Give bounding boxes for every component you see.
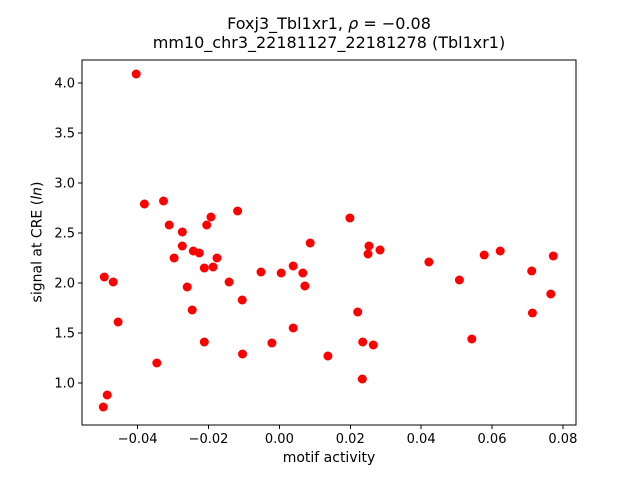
- data-point: [479, 250, 489, 260]
- y-axis-label-ln: ln: [29, 187, 46, 200]
- data-point: [159, 196, 168, 206]
- data-point: [495, 246, 505, 256]
- x-tick-label: −0.04: [118, 432, 158, 447]
- chart-title: Foxj3_Tbl1xr1, ρ = −0.08 mm10_chr3_22181…: [82, 14, 576, 52]
- title-rho-symbol: ρ: [348, 14, 359, 33]
- data-point: [212, 253, 222, 263]
- y-tick-label: 3.0: [54, 177, 75, 192]
- data-point: [238, 349, 247, 359]
- x-tick-label: 0.00: [265, 432, 294, 447]
- data-point: [345, 213, 355, 223]
- data-point: [527, 308, 537, 318]
- data-point: [199, 263, 209, 273]
- data-point: [305, 238, 315, 248]
- data-point: [353, 307, 363, 317]
- data-point: [108, 277, 118, 287]
- y-tick-label: 4.0: [54, 77, 75, 92]
- data-point: [206, 212, 216, 222]
- x-tick-label: 0.06: [478, 432, 507, 447]
- data-point: [527, 266, 537, 276]
- data-point: [288, 261, 298, 271]
- data-point: [177, 227, 187, 237]
- data-point: [454, 275, 464, 285]
- data-point: [199, 337, 209, 347]
- data-point: [467, 334, 477, 344]
- data-point: [368, 340, 378, 350]
- x-axis-label: motif activity: [282, 450, 376, 466]
- data-point: [182, 282, 192, 292]
- y-tick-label: 1.5: [54, 327, 75, 342]
- data-point: [169, 253, 179, 263]
- title-gene-pair: Foxj3_Tbl1xr1,: [227, 14, 349, 33]
- y-tick-label: 2.0: [54, 277, 75, 292]
- data-point: [358, 337, 368, 347]
- data-point: [98, 402, 108, 412]
- data-point: [187, 305, 197, 315]
- x-tick-label: 0.08: [548, 432, 577, 447]
- y-tick-label: 2.5: [54, 227, 75, 242]
- y-axis-label: signal at CRE (ln): [30, 60, 48, 425]
- data-point: [424, 257, 434, 267]
- title-rho-value: = −0.08: [358, 14, 431, 33]
- data-point: [364, 241, 374, 251]
- data-point: [288, 323, 298, 333]
- data-point: [267, 338, 277, 348]
- data-point: [357, 374, 367, 384]
- data-point: [546, 289, 556, 299]
- data-point: [300, 281, 310, 291]
- data-point: [298, 268, 308, 278]
- data-point: [237, 295, 247, 305]
- data-point: [152, 358, 162, 368]
- data-point: [363, 249, 373, 259]
- y-axis-label-paren: ): [29, 181, 46, 188]
- data-point: [375, 245, 385, 255]
- data-point: [139, 199, 149, 209]
- data-point: [177, 241, 187, 251]
- data-point: [113, 317, 123, 327]
- data-point: [233, 206, 243, 216]
- data-point: [194, 248, 204, 258]
- data-point: [548, 251, 558, 261]
- data-point: [202, 220, 212, 230]
- x-tick-label: 0.02: [336, 432, 365, 447]
- title-line2: mm10_chr3_22181127_22181278 (Tbl1xr1): [152, 33, 506, 52]
- data-point: [131, 69, 141, 79]
- title-line1: Foxj3_Tbl1xr1, ρ = −0.08: [82, 14, 576, 33]
- x-tick-label: −0.02: [189, 432, 229, 447]
- x-tick-label: 0.04: [407, 432, 436, 447]
- data-point: [208, 262, 218, 272]
- data-point: [164, 220, 174, 230]
- y-tick-label: 3.5: [54, 127, 75, 142]
- data-point: [102, 390, 112, 400]
- data-point: [276, 268, 286, 278]
- axes-border: [81, 59, 577, 426]
- data-point: [256, 267, 266, 277]
- data-point: [224, 277, 234, 287]
- y-axis-label-text: signal at CRE (: [29, 199, 46, 303]
- y-tick-label: 1.0: [54, 377, 75, 392]
- data-point: [99, 272, 109, 282]
- data-point: [323, 351, 333, 361]
